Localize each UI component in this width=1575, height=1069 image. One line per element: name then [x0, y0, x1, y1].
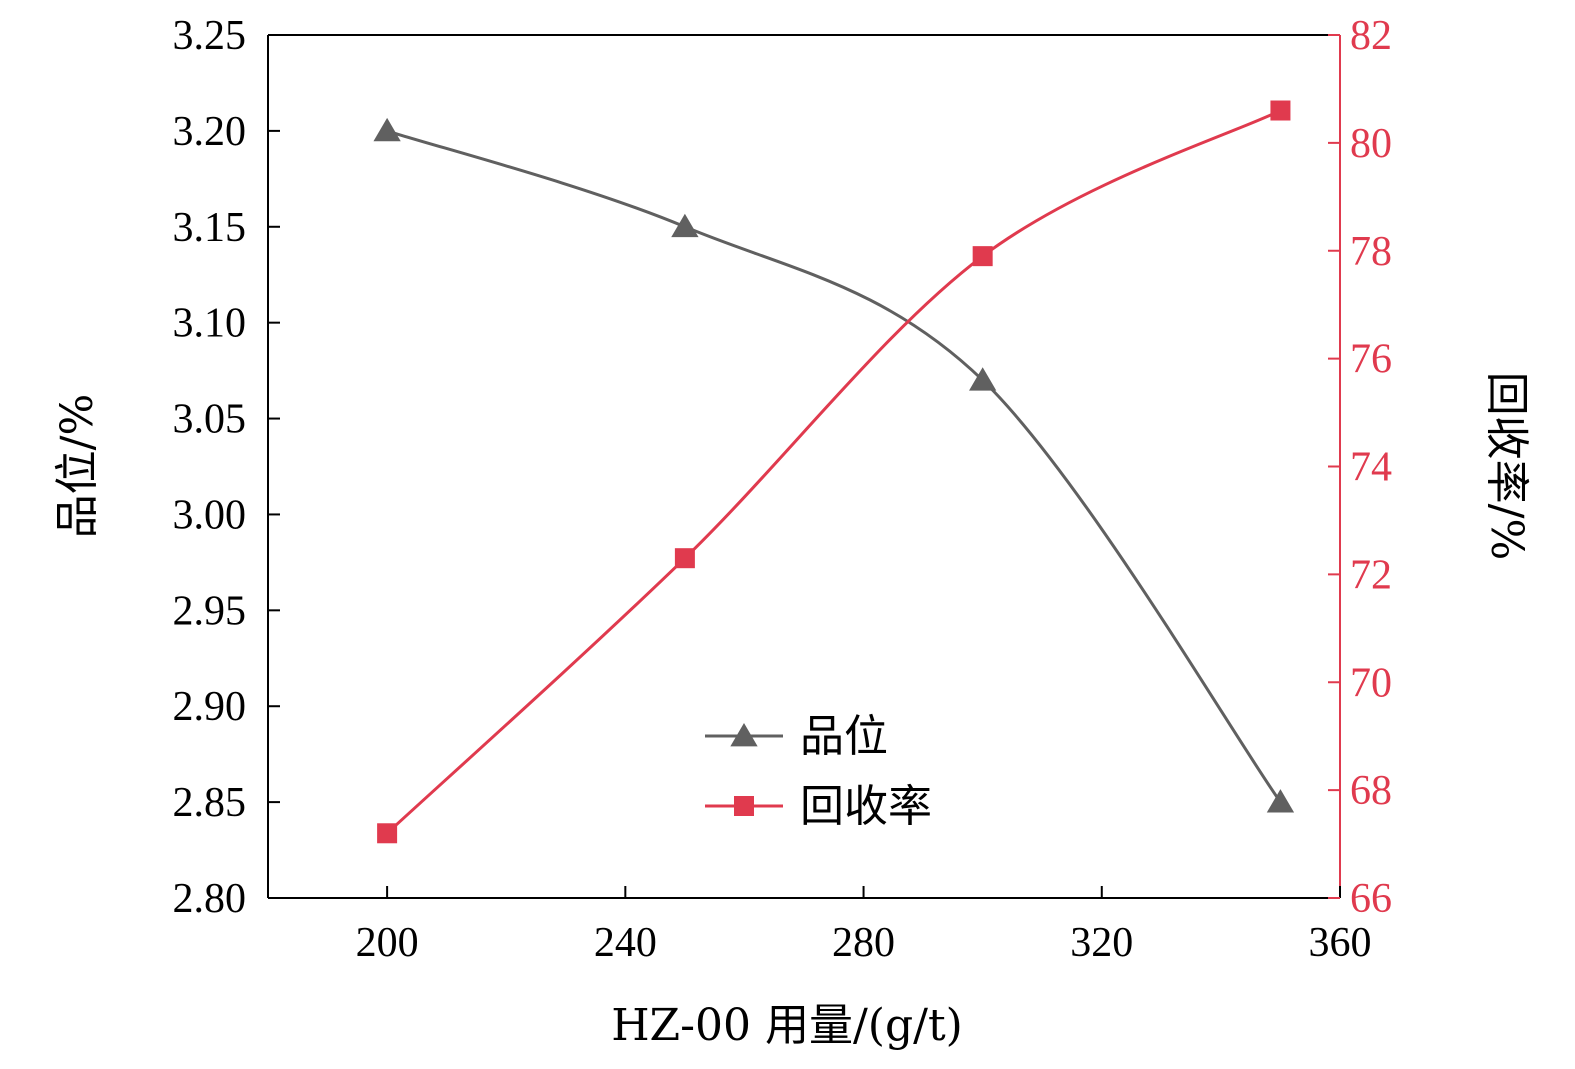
- series-point-2: [972, 246, 993, 267]
- y-left-tick-label: 2.85: [173, 780, 247, 826]
- series-line-2: [386, 109, 1282, 835]
- legend-label-1: 品位: [800, 711, 888, 762]
- y-left-tick-label: 2.95: [173, 588, 247, 634]
- y-right-tick-label: 76: [1350, 337, 1392, 383]
- y-right-tick-label: 66: [1350, 876, 1392, 922]
- y-left-tick-label: 3.25: [173, 13, 247, 59]
- legend-label-2: 回收率: [800, 781, 932, 832]
- x-tick-label: 320: [1070, 920, 1133, 966]
- legend-marker-2: [734, 796, 754, 816]
- y-right-tick-label: 80: [1350, 121, 1392, 167]
- y-right-tick-label: 68: [1350, 768, 1392, 814]
- series-point-1: [671, 213, 699, 238]
- y-left-tick-label: 3.05: [173, 397, 247, 443]
- y-right-tick-label: 72: [1350, 552, 1392, 598]
- series-point-2: [674, 548, 695, 569]
- series-line-1: [386, 129, 1282, 803]
- series-point-1: [969, 367, 997, 391]
- y-left-tick-label: 2.80: [173, 876, 247, 922]
- series-point-2: [1270, 100, 1291, 121]
- y-right-tick-label: 78: [1350, 229, 1392, 275]
- x-tick-label: 360: [1309, 920, 1372, 966]
- series-point-1: [373, 117, 401, 142]
- y-left-tick-label: 2.90: [173, 684, 247, 730]
- y-left-tick-label: 3.10: [173, 301, 247, 347]
- y-left-axis-title: 品位/%: [52, 394, 103, 539]
- series-point-1: [1266, 789, 1295, 813]
- y-right-axis-title: 回收率/%: [1481, 372, 1532, 561]
- x-tick-label: 240: [594, 920, 657, 966]
- x-tick-label: 200: [356, 920, 419, 966]
- y-left-tick-label: 3.15: [173, 205, 247, 251]
- y-right-tick-label: 74: [1350, 445, 1392, 491]
- y-left-tick-label: 3.00: [173, 492, 247, 538]
- x-axis-title: HZ-00 用量/(g/t): [611, 1000, 963, 1051]
- series-point-2: [377, 823, 398, 844]
- x-tick-label: 280: [832, 920, 895, 966]
- legend-marker-1: [730, 723, 758, 747]
- y-right-tick-label: 70: [1350, 660, 1392, 706]
- y-right-tick-label: 82: [1350, 13, 1392, 59]
- y-left-tick-label: 3.20: [173, 109, 247, 155]
